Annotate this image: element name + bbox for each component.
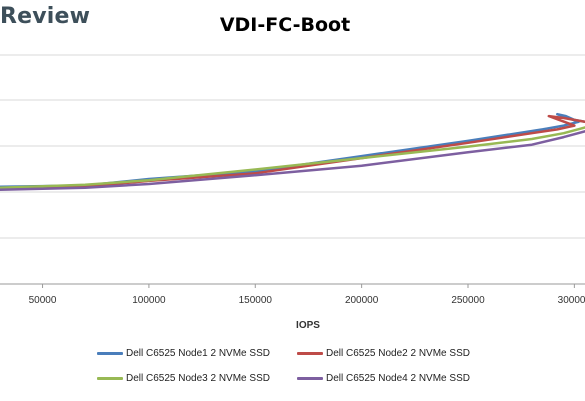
gridlines — [0, 54, 585, 285]
review-logo: Review — [0, 4, 91, 29]
legend-item-node3: Dell C6525 Node3 2 NVMe SSD — [97, 373, 270, 384]
legend-item-node2: Dell C6525 Node2 2 NVMe SSD — [297, 348, 470, 359]
x-tick-label: 250000 — [451, 295, 485, 306]
chart-title: VDI-FC-Boot — [219, 14, 351, 36]
series-line-node3 — [0, 126, 585, 190]
x-tick-label: 100000 — [132, 295, 166, 306]
series-lines — [0, 112, 585, 191]
series-line-node2 — [0, 114, 585, 190]
legend-swatch — [97, 377, 123, 380]
x-tick-label: 300000 — [558, 295, 585, 306]
x-tick-label: 50000 — [29, 295, 57, 306]
x-axis-label: IOPS — [296, 320, 320, 331]
legend-label: Dell C6525 Node1 2 NVMe SSD — [126, 348, 270, 359]
series-line-node4 — [0, 130, 585, 191]
legend-label: Dell C6525 Node4 2 NVMe SSD — [326, 373, 470, 384]
x-axis-ticks: 50000 100000 150000 200000 250000 300000 — [29, 284, 585, 306]
legend-item-node4: Dell C6525 Node4 2 NVMe SSD — [297, 373, 470, 384]
x-tick-label: 150000 — [239, 295, 273, 306]
legend-label: Dell C6525 Node3 2 NVMe SSD — [126, 373, 270, 384]
series-line-node1 — [0, 112, 585, 188]
legend-label: Dell C6525 Node2 2 NVMe SSD — [326, 348, 470, 359]
legend-swatch — [297, 377, 323, 380]
x-tick-label: 200000 — [345, 295, 379, 306]
legend-swatch — [297, 352, 323, 355]
legend-item-node1: Dell C6525 Node1 2 NVMe SSD — [97, 348, 270, 359]
legend-swatch — [97, 352, 123, 355]
